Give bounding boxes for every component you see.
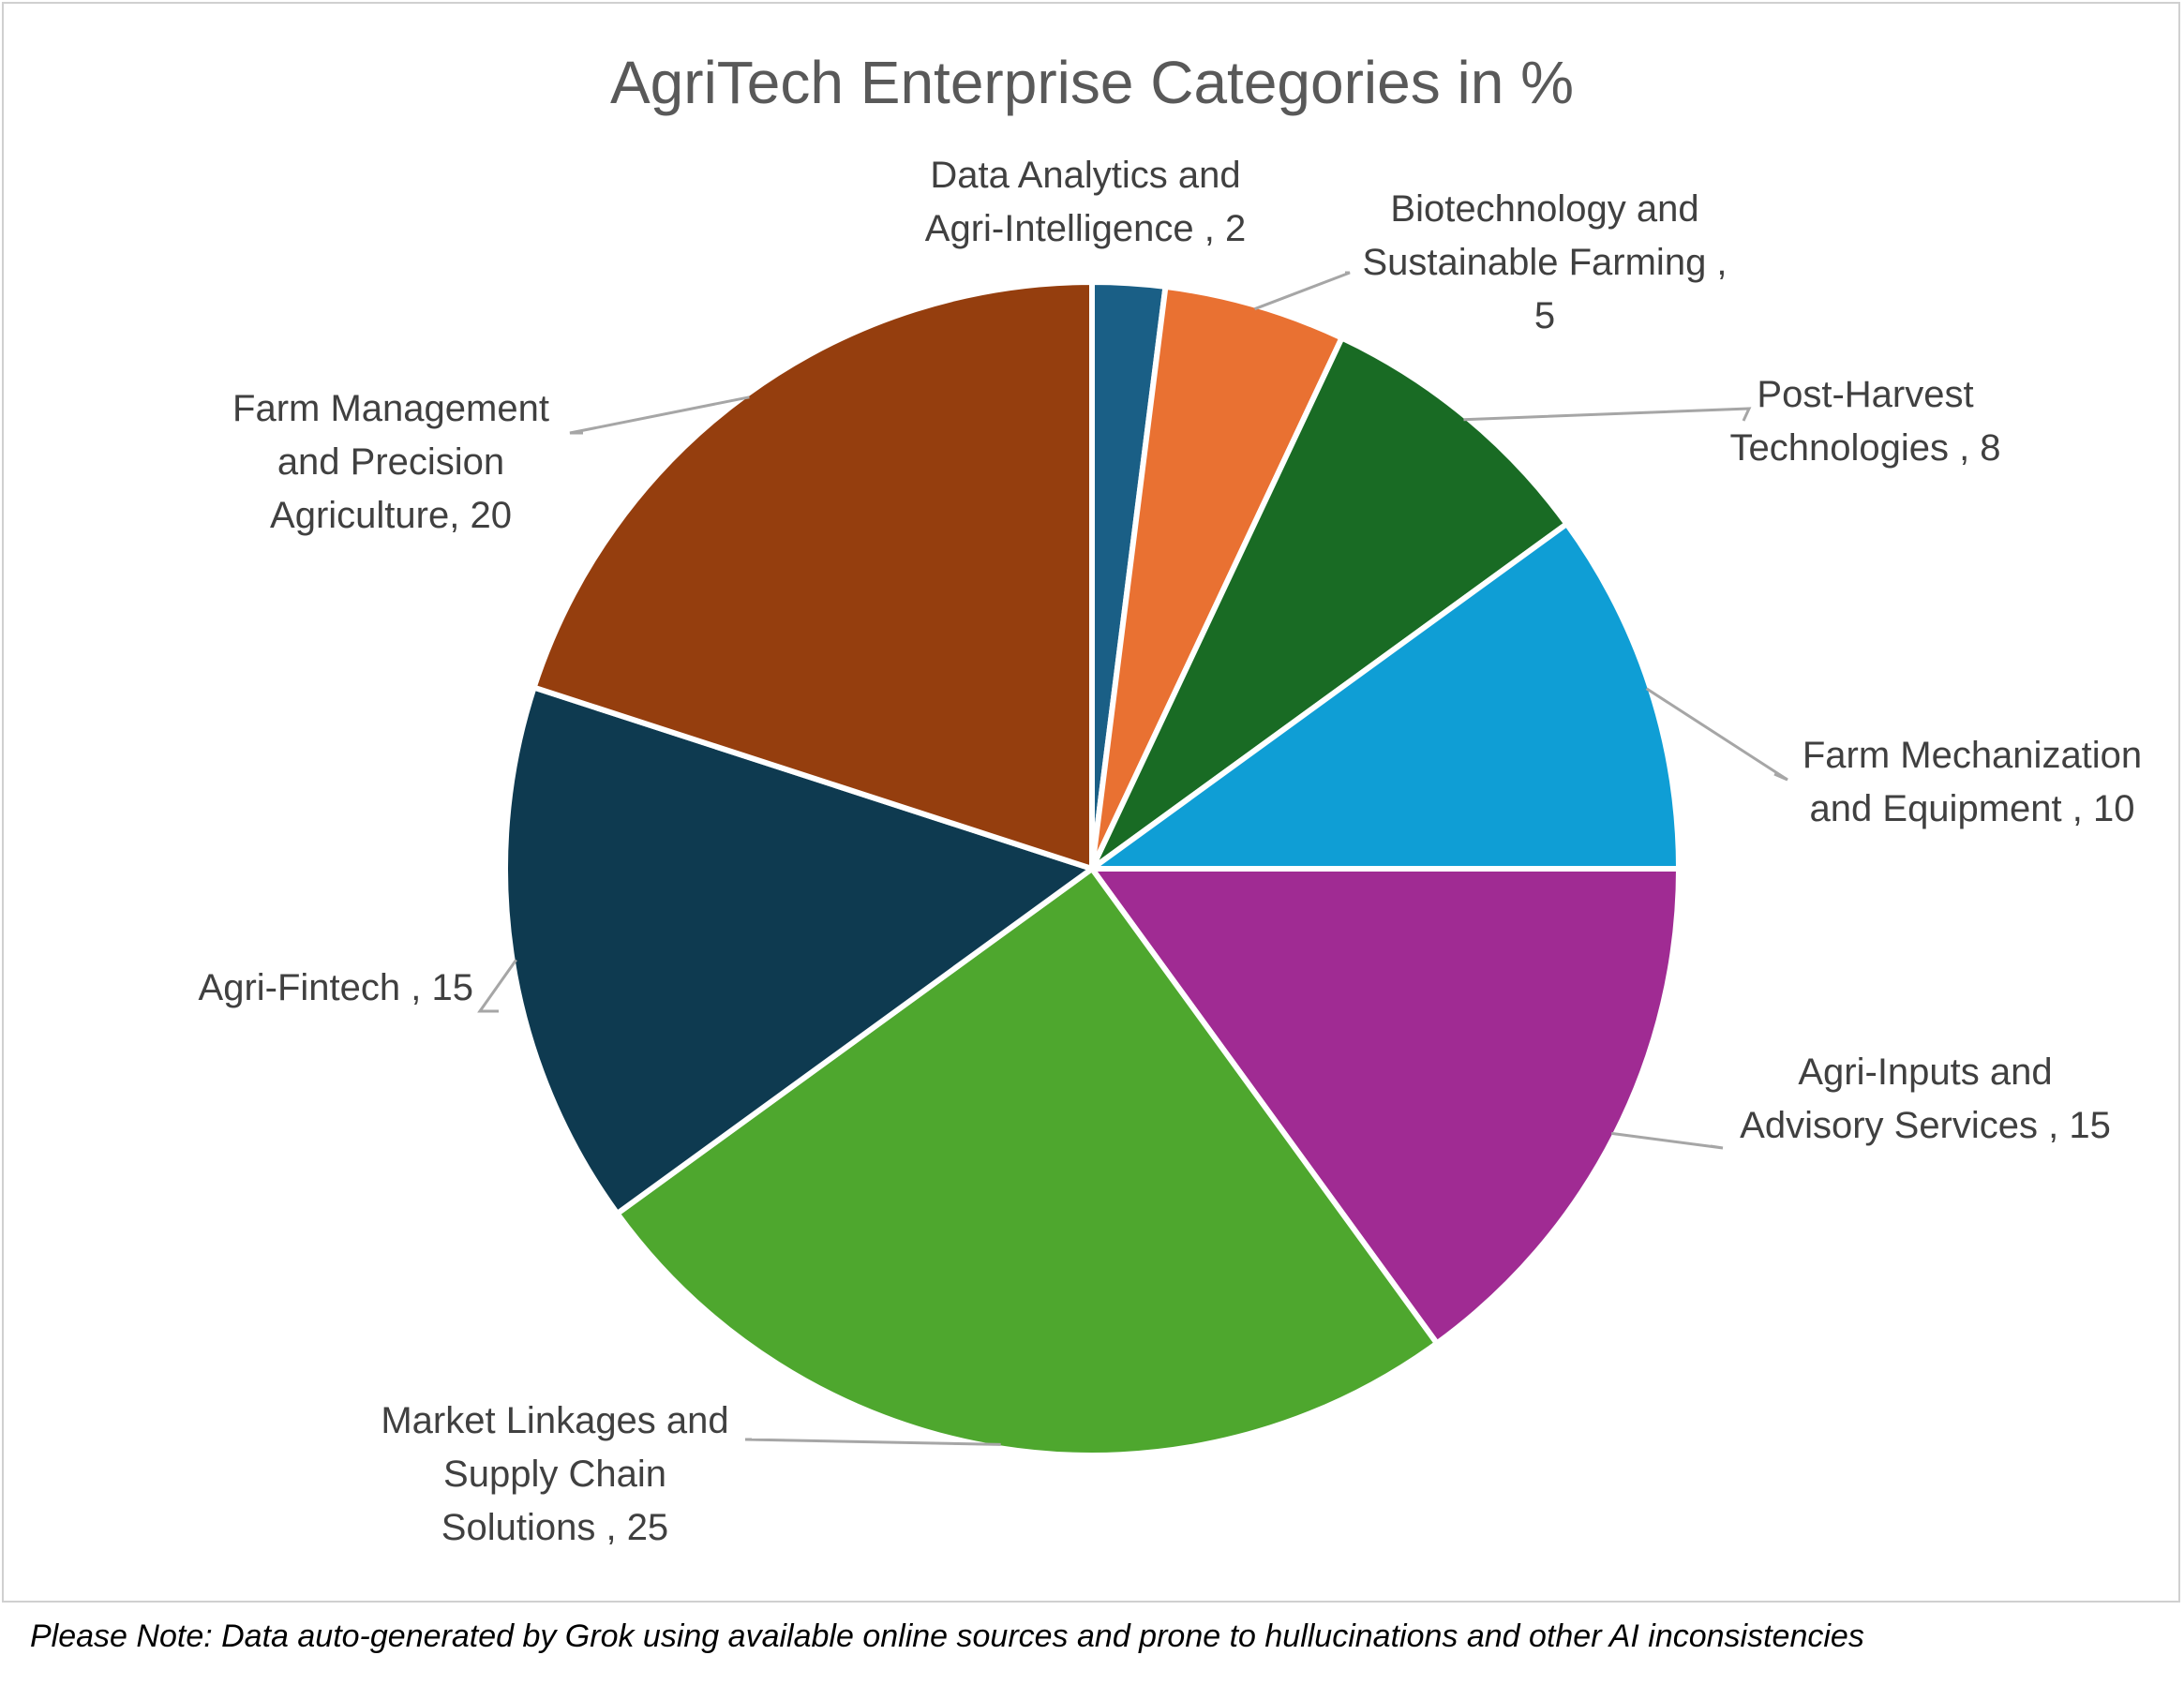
pie-slice-market-linkages-and-supply-chain-solutions xyxy=(614,866,1440,1458)
data-label-data-analytics-and-agri-intelligence: Data Analytics and Agri-Intelligence , 2 xyxy=(925,155,1246,249)
leader-line-biotechnology-and-sustainable-farming xyxy=(1253,271,1351,311)
leader-line-farm-management-and-precision-agriculture xyxy=(569,395,750,435)
chart-title: AgriTech Enterprise Categories in % xyxy=(610,49,1574,116)
data-label-farm-management-and-precision-agriculture: Farm Management and Precision Agriculture,… xyxy=(232,388,549,536)
pie-slices xyxy=(502,279,1682,1458)
data-label-biotechnology-and-sustainable-farming: Biotechnology and Sustainable Farming ,5 xyxy=(1362,188,1727,336)
data-label-agri-fintech: Agri-Fintech , 15 xyxy=(199,967,473,1008)
pie-slice-agri-fintech xyxy=(502,684,1095,1216)
data-label-farm-mechanization-and-equipment: Farm Mechanization and Equipment , 10 xyxy=(1803,735,2142,829)
leader-line-market-linkages-and-supply-chain-solutions xyxy=(744,1438,1001,1446)
data-labels: Data Analytics and Agri-Intelligence , 2 B… xyxy=(199,155,2143,1548)
leader-line-farm-mechanization-and-equipment xyxy=(1645,687,1788,782)
pie-slice-farm-mechanization-and-equipment xyxy=(1089,521,1682,872)
footer-note: Please Note: Data auto-generated by Grok… xyxy=(30,1618,1864,1654)
data-label-post-harvest-technologies: Post-Harvest Technologies , 8 xyxy=(1729,374,2000,469)
pie-slice-farm-management-and-precision-agriculture xyxy=(531,279,1095,872)
leader-line-agri-fintech xyxy=(477,959,517,1013)
data-label-market-linkages-and-supply-chain-solutions: Market Linkages and Supply Chain Solutions… xyxy=(381,1400,728,1548)
leader-line-agri-inputs-and-advisory-services xyxy=(1611,1131,1724,1150)
leader-lines xyxy=(477,271,1788,1446)
pie-slice-biotechnology-and-sustainable-farming xyxy=(1089,283,1345,872)
leader-line-post-harvest-technologies xyxy=(1463,407,1752,422)
data-label-agri-inputs-and-advisory-services: Agri-Inputs and Advisory Services , 15 xyxy=(1740,1051,2111,1146)
pie-slice-post-harvest-technologies xyxy=(1089,335,1570,872)
